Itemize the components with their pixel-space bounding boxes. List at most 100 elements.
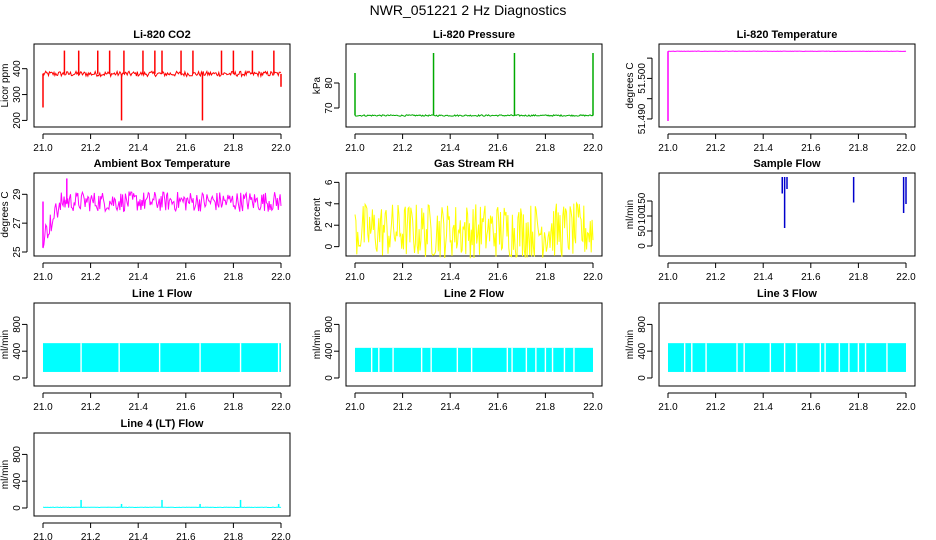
- x-tick-label: 22.0: [271, 402, 291, 413]
- y-tick-label: 51.490: [637, 103, 648, 134]
- plot-frame: [33, 432, 291, 517]
- y-tick-label: 6: [324, 179, 335, 185]
- x-tick-label: 21.0: [33, 532, 53, 540]
- x-tick-label: 21.2: [706, 143, 726, 154]
- y-axis-label: ml/min: [312, 330, 323, 359]
- y-tick-label: 400: [12, 472, 23, 489]
- y-tick-label: 70: [324, 102, 335, 114]
- x-tick-label: 22.0: [583, 272, 603, 283]
- y-axis-label: kPa: [312, 76, 323, 94]
- x-tick-label: 21.8: [224, 143, 244, 154]
- x-tick-label: 21.2: [393, 143, 413, 154]
- y-axis-label: Licor ppm: [0, 64, 11, 108]
- y-tick-label: 300: [12, 86, 23, 103]
- chart-panel: Line 4 (LT) Flow 21.0 21.2 21.4 21.6 21.8 22.0…: [0, 418, 291, 540]
- chart-title: Line 3 Flow: [757, 288, 817, 300]
- y-tick-label: 4: [324, 201, 335, 207]
- y-tick-label: 51.500: [637, 63, 648, 94]
- chart-title: Li-820 Pressure: [433, 29, 515, 41]
- x-tick-label: 21.8: [536, 143, 556, 154]
- chart-panel: Line 3 Flow 21.0 21.2 21.4 21.6 21.8 22.0 0 400 8…: [625, 288, 916, 413]
- plot-frame: [345, 43, 603, 128]
- x-tick-label: 21.6: [488, 402, 508, 413]
- x-tick-label: 21.4: [753, 402, 773, 413]
- x-tick-label: 21.2: [81, 272, 101, 283]
- x-tick-label: 22.0: [271, 143, 291, 154]
- plot-frame: [658, 302, 916, 387]
- y-tick-label: 400: [637, 342, 648, 359]
- chart-title: Li-820 Temperature: [737, 29, 838, 41]
- series-line: [42, 190, 282, 249]
- x-tick-label: 22.0: [583, 143, 603, 154]
- y-axis-label: ml/min: [625, 330, 636, 359]
- y-tick-label: 0: [637, 375, 648, 381]
- y-tick-label: 400: [324, 342, 335, 359]
- y-tick-label: 25: [12, 246, 23, 258]
- flow-band: [668, 343, 906, 372]
- series-line: [354, 201, 594, 259]
- y-axis-label: percent: [312, 198, 323, 232]
- x-tick-label: 21.0: [33, 143, 53, 154]
- x-tick-label: 21.0: [658, 272, 678, 283]
- chart-title: Ambient Box Temperature: [94, 158, 231, 170]
- x-tick-label: 21.0: [658, 143, 678, 154]
- x-tick-label: 21.8: [224, 532, 244, 540]
- x-tick-label: 21.2: [81, 143, 101, 154]
- flow-band: [355, 347, 593, 372]
- x-tick-label: 21.4: [128, 402, 148, 413]
- x-tick-label: 21.2: [706, 402, 726, 413]
- y-tick-label: 0: [324, 375, 335, 381]
- x-tick-label: 22.0: [583, 402, 603, 413]
- y-axis-label: ml/min: [625, 200, 636, 229]
- chart-title: Sample Flow: [753, 158, 821, 170]
- x-tick-label: 21.0: [658, 402, 678, 413]
- y-tick-label: 150: [637, 192, 648, 209]
- x-tick-label: 21.0: [345, 402, 365, 413]
- plot-frame: [658, 43, 916, 128]
- x-tick-label: 21.8: [224, 272, 244, 283]
- x-tick-label: 21.6: [801, 143, 821, 154]
- y-axis-label: degrees C: [0, 191, 11, 237]
- chart-title: Li-820 CO2: [133, 29, 190, 41]
- plot-frame: [658, 172, 916, 257]
- x-tick-label: 21.6: [488, 272, 508, 283]
- y-tick-label: 0: [12, 505, 23, 511]
- x-tick-label: 21.6: [801, 272, 821, 283]
- x-tick-label: 21.6: [801, 402, 821, 413]
- x-tick-label: 21.6: [176, 532, 196, 540]
- chart-panel: Line 2 Flow 21.0 21.2 21.4 21.6 21.8 22.0 0 400 8…: [312, 288, 603, 413]
- chart-title: Line 1 Flow: [132, 288, 192, 300]
- y-tick-label: 800: [12, 446, 23, 463]
- chart-panel: Ambient Box Temperature 21.0 21.2 21.4 21.6 2…: [0, 158, 291, 283]
- x-tick-label: 21.4: [440, 402, 460, 413]
- y-tick-label: 800: [324, 316, 335, 333]
- x-tick-label: 21.2: [393, 272, 413, 283]
- chart-panel: Li-820 CO2 21.0 21.2 21.4 21.6 21.8 22.0 200 300…: [0, 29, 291, 154]
- x-tick-label: 22.0: [896, 143, 916, 154]
- plot-frame: [33, 172, 291, 257]
- chart-title: Line 2 Flow: [444, 288, 504, 300]
- y-axis-label: ml/min: [0, 460, 11, 489]
- x-tick-label: 22.0: [896, 272, 916, 283]
- x-tick-label: 21.0: [345, 272, 365, 283]
- y-tick-label: 50: [637, 225, 648, 237]
- plot-frame: [345, 302, 603, 387]
- x-tick-label: 21.8: [849, 143, 869, 154]
- x-tick-label: 21.2: [393, 402, 413, 413]
- y-tick-label: 0: [637, 243, 648, 249]
- x-tick-label: 21.8: [849, 272, 869, 283]
- y-tick-label: 400: [12, 342, 23, 359]
- y-tick-label: 800: [12, 316, 23, 333]
- chart-panel: Sample Flow 21.0 21.2 21.4 21.6 21.8 22.0 0 5010…: [625, 158, 916, 283]
- chart-title: Gas Stream RH: [434, 158, 514, 170]
- y-tick-label: 27: [12, 217, 23, 229]
- x-tick-label: 21.4: [440, 143, 460, 154]
- chart-panel: Li-820 Pressure 21.0 21.2 21.4 21.6 21.8 22.0 7…: [312, 29, 603, 154]
- x-tick-label: 21.2: [706, 272, 726, 283]
- y-tick-label: 0: [324, 243, 335, 249]
- plot-frame: [33, 43, 291, 128]
- x-tick-label: 21.8: [224, 402, 244, 413]
- plot-frame: [33, 302, 291, 387]
- x-tick-label: 21.2: [81, 532, 101, 540]
